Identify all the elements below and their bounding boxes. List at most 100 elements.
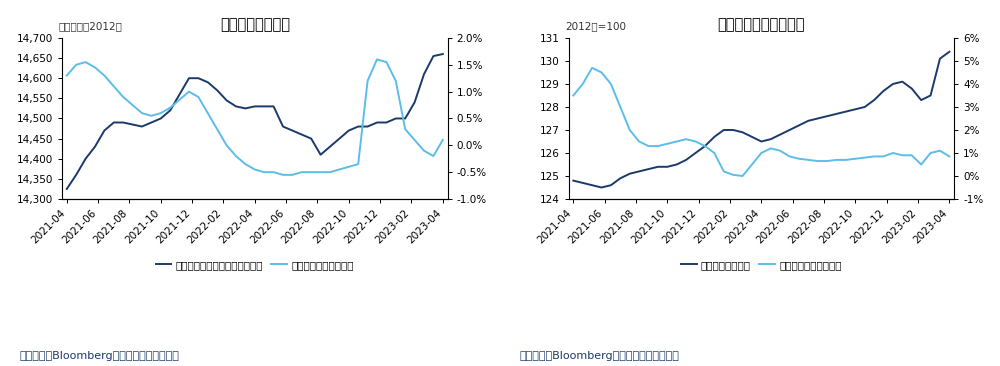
三个月环比增速（右） <box>202 111 214 115</box>
三个月环比增速（右） <box>925 151 937 155</box>
扣除转移支付后的个人实际收入 <box>286 128 298 133</box>
个人实际消费支出 <box>812 116 824 121</box>
Title: 收入增速缓慢回升: 收入增速缓慢回升 <box>220 18 290 33</box>
三个月环比增速（右） <box>324 170 336 174</box>
扣除转移支付后的个人实际收入 <box>258 104 270 109</box>
个人实际消费支出 <box>718 128 730 132</box>
扣除转移支付后的个人实际收入 <box>108 120 120 125</box>
三个月环比增速（右） <box>915 162 927 167</box>
扣除转移支付后的个人实际收入 <box>268 104 280 109</box>
三个月环比增速（右） <box>380 60 392 64</box>
个人实际消费支出 <box>737 130 749 134</box>
扣除转移支付后的个人实际收入 <box>98 128 110 133</box>
个人实际消费支出 <box>633 169 645 173</box>
扣除转移支付后的个人实际收入 <box>296 132 308 137</box>
三个月环比增速（右） <box>614 105 626 109</box>
三个月环比增速（右） <box>286 173 298 177</box>
扣除转移支付后的个人实际收入 <box>230 104 242 109</box>
扣除转移支付后的个人实际收入 <box>117 120 129 125</box>
个人实际消费支出 <box>934 56 946 61</box>
扣除转移支付后的个人实际收入 <box>202 80 214 85</box>
Legend: 个人实际消费支出, 三个月环比增速（右）: 个人实际消费支出, 三个月环比增速（右） <box>677 256 846 274</box>
扣除转移支付后的个人实际收入 <box>390 116 402 121</box>
三个月环比增速（右） <box>249 167 261 172</box>
三个月环比增速（右） <box>802 158 814 162</box>
三个月环比增速（右） <box>661 142 673 146</box>
扣除转移支付后的个人实际收入 <box>145 120 157 125</box>
Title: 消费整体仍在继续扩张: 消费整体仍在继续扩张 <box>718 18 805 33</box>
个人实际消费支出 <box>699 144 711 148</box>
三个月环比增速（右） <box>164 105 176 110</box>
三个月环比增速（右） <box>258 170 270 174</box>
个人实际消费支出 <box>746 135 758 139</box>
扣除转移支付后的个人实际收入 <box>249 104 261 109</box>
扣除转移支付后的个人实际收入 <box>183 76 195 81</box>
三个月环比增速（右） <box>61 73 73 78</box>
三个月环比增速（右） <box>80 60 92 64</box>
个人实际消费支出 <box>887 82 899 86</box>
扣除转移支付后的个人实际收入 <box>164 108 176 113</box>
扣除转移支付后的个人实际收入 <box>80 157 92 161</box>
三个月环比增速（右） <box>399 127 411 131</box>
扣除转移支付后的个人实际收入 <box>174 92 186 97</box>
扣除转移支付后的个人实际收入 <box>277 124 289 129</box>
三个月环比增速（右） <box>727 173 739 177</box>
三个月环比增速（右） <box>230 154 242 158</box>
个人实际消费支出 <box>605 183 617 187</box>
扣除转移支付后的个人实际收入 <box>315 153 327 157</box>
扣除转移支付后的个人实际收入 <box>418 72 430 76</box>
三个月环比增速（右） <box>427 154 439 158</box>
个人实际消费支出 <box>821 114 833 118</box>
个人实际消费支出 <box>859 105 871 109</box>
个人实际消费支出 <box>925 93 937 98</box>
三个月环比增速（右） <box>690 139 702 144</box>
个人实际消费支出 <box>652 165 664 169</box>
个人实际消费支出 <box>671 162 683 167</box>
个人实际消费支出 <box>765 137 777 141</box>
三个月环比增速（右） <box>774 149 786 153</box>
三个月环比增速（右） <box>859 156 871 160</box>
扣除转移支付后的个人实际收入 <box>89 145 101 149</box>
扣除转移支付后的个人实际收入 <box>221 98 233 102</box>
Line: 三个月环比增速（右）: 三个月环比增速（右） <box>573 68 949 176</box>
三个月环比增速（右） <box>174 97 186 102</box>
三个月环比增速（右） <box>586 66 598 70</box>
三个月环比增速（右） <box>418 149 430 153</box>
个人实际消费支出 <box>784 128 796 132</box>
扣除转移支付后的个人实际收入 <box>324 145 336 149</box>
扣除转移支付后的个人实际收入 <box>127 122 139 127</box>
三个月环比增速（右） <box>183 89 195 94</box>
Line: 个人实际消费支出: 个人实际消费支出 <box>573 52 949 187</box>
扣除转移支付后的个人实际收入 <box>380 120 392 125</box>
个人实际消费支出 <box>577 181 589 185</box>
个人实际消费支出 <box>802 119 814 123</box>
扣除转移支付后的个人实际收入 <box>136 124 148 129</box>
三个月环比增速（右） <box>887 151 899 155</box>
三个月环比增速（右） <box>746 162 758 167</box>
三个月环比增速（右） <box>192 95 204 99</box>
三个月环比增速（右） <box>633 139 645 144</box>
三个月环比增速（右） <box>849 157 861 161</box>
三个月环比增速（右） <box>699 144 711 148</box>
Text: 2012年=100: 2012年=100 <box>565 22 626 31</box>
个人实际消费支出 <box>896 79 908 84</box>
扣除转移支付后的个人实际收入 <box>371 120 383 125</box>
三个月环比增速（右） <box>596 70 608 75</box>
个人实际消费支出 <box>596 185 608 190</box>
三个月环比增速（右） <box>211 127 223 131</box>
扣除转移支付后的个人实际收入 <box>409 100 421 105</box>
三个月环比增速（右） <box>680 137 692 141</box>
三个月环比增速（右） <box>409 138 421 142</box>
Legend: 扣除转移支付后的个人实际收入, 三个月环比增速（右）: 扣除转移支付后的个人实际收入, 三个月环比增速（右） <box>152 256 358 274</box>
三个月环比增速（右） <box>868 154 880 158</box>
扣除转移支付后的个人实际收入 <box>352 124 364 129</box>
三个月环比增速（右） <box>624 128 636 132</box>
三个月环比增速（右） <box>567 93 579 98</box>
扣除转移支付后的个人实际收入 <box>305 137 317 141</box>
个人实际消费支出 <box>680 158 692 162</box>
扣除转移支付后的个人实际收入 <box>343 128 355 133</box>
个人实际消费支出 <box>755 139 767 144</box>
三个月环比增速（右） <box>906 153 918 157</box>
三个月环比增速（右） <box>577 82 589 86</box>
个人实际消费支出 <box>643 167 655 171</box>
